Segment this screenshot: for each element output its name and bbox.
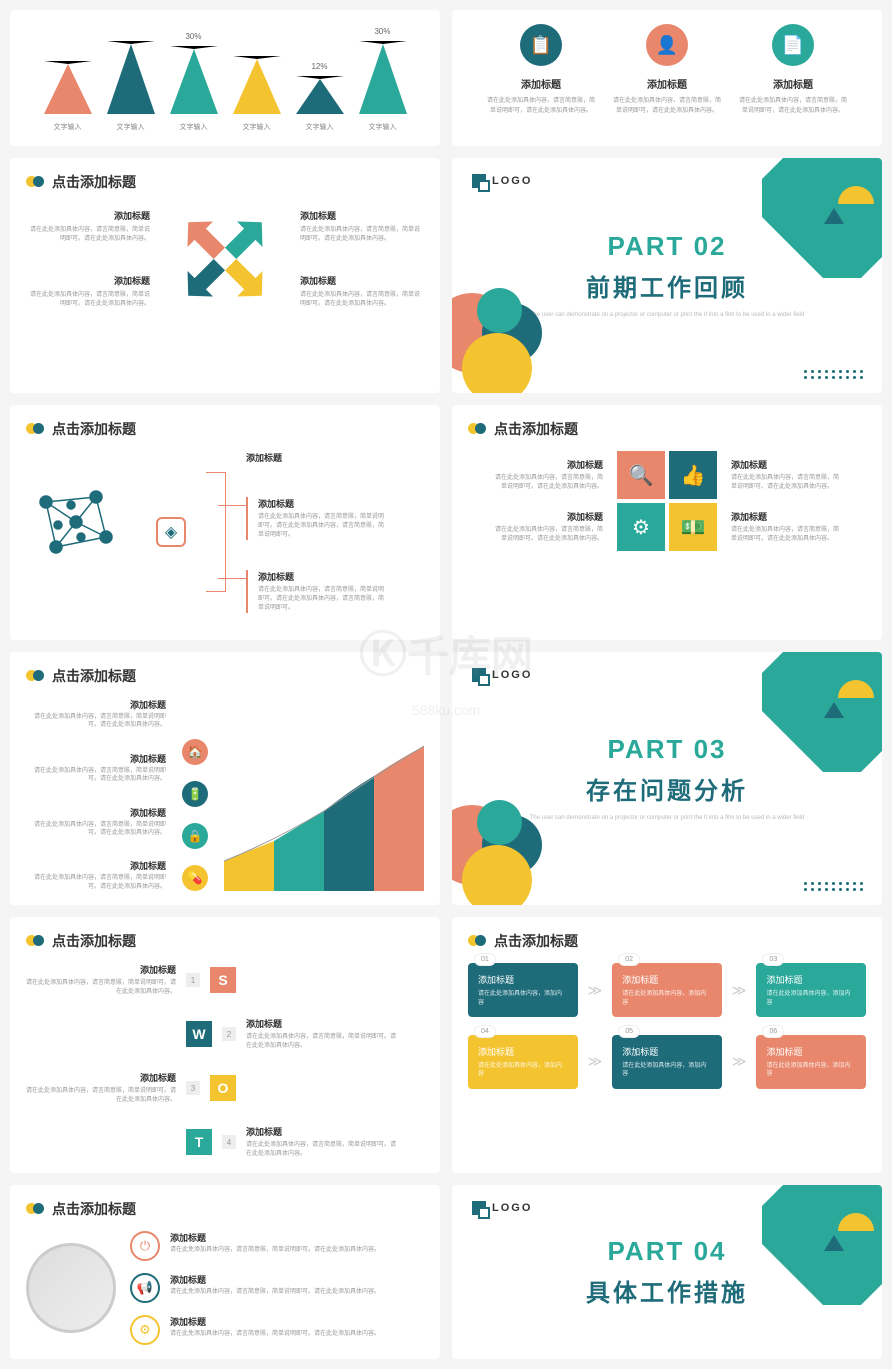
slide-title: 点击添加标题 bbox=[52, 172, 136, 192]
squares-grid: 🔍👍⚙💵 bbox=[617, 451, 717, 551]
slide-title: 点击添加标题 bbox=[52, 931, 136, 951]
slide-title: 点击添加标题 bbox=[494, 419, 578, 439]
item-title: 添加标题 bbox=[246, 451, 388, 464]
slide-squares: 点击添加标题 添加标题请在此处添加具体内容，请言简意赅，简单说明即可。请在此处添… bbox=[452, 405, 882, 640]
slide-title: 点击添加标题 bbox=[52, 1199, 136, 1219]
arrows-left-col: 添加标题请在此处添加具体内容，请言简意赅，简单说明即可。请在此处添加具体内容。 … bbox=[30, 209, 150, 309]
slide-title: 点击添加标题 bbox=[52, 419, 136, 439]
arrow-desc: 请在此处添加具体内容，请言简意赅，简单说明即可。请在此处添加具体内容。 bbox=[30, 291, 150, 309]
slide-part3: LOGO PART 03 存在问题分析 The user can demonst… bbox=[452, 652, 882, 905]
arrow-desc: 请在此处添加具体内容，请言简意赅，简单说明即可。请在此处添加具体内容。 bbox=[300, 226, 420, 244]
arrow-desc: 请在此处添加具体内容，请言简意赅，简单说明即可。请在此处添加具体内容。 bbox=[30, 226, 150, 244]
slide-network: 点击添加标题 ◈ 添加标题 添加标题请在此处添加具体内容，请言简意赅，简单说明即… bbox=[10, 405, 440, 640]
circles-row: 📋添加标题请在此处添加具体内容，请言简意赅，简单说明即可，请在此处添加具体内容。… bbox=[468, 24, 866, 116]
part-number: PART 02 bbox=[608, 231, 727, 262]
slide-peaks: 30%12%30% 文字输入文字输入文字输入文字输入文字输入文字输入 bbox=[10, 10, 440, 146]
arrow-title: 添加标题 bbox=[300, 274, 420, 287]
growth-icons: 🏠🔋🔒💊 bbox=[182, 739, 208, 891]
arrow-desc: 请在此处添加具体内容，请言简意赅，简单说明即可。请在此处添加具体内容。 bbox=[300, 291, 420, 309]
arrow-title: 添加标题 bbox=[300, 209, 420, 222]
slide-part4: LOGO PART 04 具体工作措施 bbox=[452, 1185, 882, 1359]
header-icon bbox=[26, 1202, 44, 1216]
header-icon bbox=[26, 669, 44, 683]
part-title: 前期工作回顾 bbox=[586, 268, 748, 303]
arrows-right-col: 添加标题请在此处添加具体内容，请言简意赅，简单说明即可。请在此处添加具体内容。 … bbox=[300, 209, 420, 309]
slide-part2: LOGO PART 02 前期工作回顾 The user can demonst… bbox=[452, 158, 882, 393]
header-icon bbox=[26, 175, 44, 189]
network-item: 添加标题请在此处添加具体内容，请言简意赅，简单说明即可。请在此处添加具体内容，请… bbox=[246, 497, 388, 540]
network-item: 添加标题请在此处添加具体内容，请言简意赅，简单说明即可。请在此处添加具体内容，请… bbox=[246, 570, 388, 613]
header-icon bbox=[468, 934, 486, 948]
logo: LOGO bbox=[472, 174, 532, 188]
network-graphic bbox=[26, 477, 136, 587]
logo: LOGO bbox=[472, 668, 532, 682]
squares-right-col: 添加标题请在此处添加具体内容，请言简意赅，简单说明即可。请在此处添加具体内容。 … bbox=[731, 458, 841, 544]
corner-decoration bbox=[762, 652, 882, 772]
peaks-labels: 文字输入文字输入文字输入文字输入文字输入文字输入 bbox=[26, 122, 424, 132]
header-icon bbox=[468, 422, 486, 436]
corner-decoration bbox=[762, 158, 882, 278]
photo-placeholder bbox=[26, 1243, 116, 1333]
slide-title: 点击添加标题 bbox=[52, 666, 136, 686]
arrow-title: 添加标题 bbox=[30, 209, 150, 222]
squares-left-col: 添加标题请在此处添加具体内容，请言简意赅，简单说明即可。请在此处添加具体内容。 … bbox=[493, 458, 603, 544]
logo: LOGO bbox=[472, 1201, 532, 1215]
slide-boxes: 点击添加标题 01添加标题请在此处添加具体内容，添加内容≫02添加标题请在此处添… bbox=[452, 917, 882, 1173]
swot-layout: 添加标题请在此处添加具体内容，请言简意赅，简单说明即可。请在此处添加具体内容。1… bbox=[26, 963, 424, 1159]
part-desc: The user can demonstrate on a projector … bbox=[530, 311, 804, 320]
arrows-graphic bbox=[170, 204, 280, 314]
boxes-grid: 01添加标题请在此处添加具体内容，添加内容≫02添加标题请在此处添加具体内容，添… bbox=[468, 963, 866, 1089]
dots-decoration bbox=[804, 882, 864, 891]
part-desc: The user can demonstrate on a projector … bbox=[530, 814, 804, 823]
slide-circles: 📋添加标题请在此处添加具体内容，请言简意赅，简单说明即可，请在此处添加具体内容。… bbox=[452, 10, 882, 146]
slide-title: 点击添加标题 bbox=[494, 931, 578, 951]
part-number: PART 03 bbox=[608, 734, 727, 765]
arrow-title: 添加标题 bbox=[30, 274, 150, 287]
growth-chart bbox=[224, 741, 424, 891]
slide-growth: 点击添加标题 添加标题请在此处添加具体内容，请言简意赅，简单说明即可。请在此处添… bbox=[10, 652, 440, 905]
part-number: PART 04 bbox=[608, 1236, 727, 1267]
part-title: 具体工作措施 bbox=[586, 1273, 748, 1308]
corner-decoration bbox=[762, 1185, 882, 1305]
slide-swot: 点击添加标题 添加标题请在此处添加具体内容，请言简意赅，简单说明即可。请在此处添… bbox=[10, 917, 440, 1173]
slide-arrows: 点击添加标题 添加标题请在此处添加具体内容，请言简意赅，简单说明即可。请在此处添… bbox=[10, 158, 440, 393]
peaks-chart: 30%12%30% bbox=[26, 24, 424, 114]
header-icon bbox=[26, 422, 44, 436]
dots-decoration bbox=[804, 370, 864, 379]
growth-labels: 添加标题请在此处添加具体内容，请言简意赅，简单说明即可。请在此处添加具体内容。添… bbox=[26, 698, 166, 891]
part-title: 存在问题分析 bbox=[586, 771, 748, 806]
circ-items: ⏻添加标题请在此免添加具体内容，请言简意赅，简单说明即可。请在此处添加具体内容。… bbox=[130, 1231, 424, 1345]
header-icon bbox=[26, 934, 44, 948]
connector-icon: ◈ bbox=[156, 517, 186, 547]
slide-circ: 点击添加标题 ⏻添加标题请在此免添加具体内容，请言简意赅，简单说明即可。请在此处… bbox=[10, 1185, 440, 1359]
branch-lines bbox=[206, 472, 226, 592]
